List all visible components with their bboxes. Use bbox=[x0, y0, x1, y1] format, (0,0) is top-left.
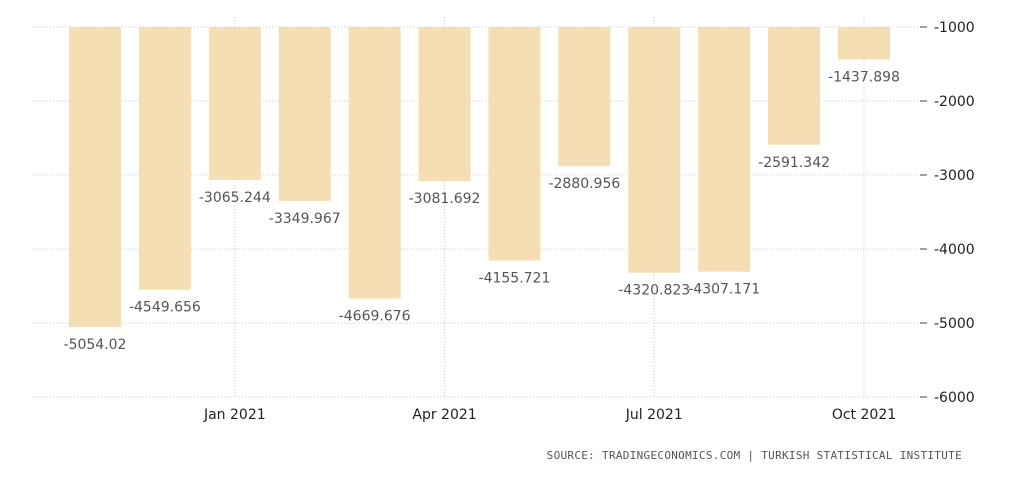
y-tick-label: -3000 bbox=[934, 168, 975, 184]
bar bbox=[348, 27, 401, 299]
data-labels: -5054.02 -4549.656 -3065.244 -3349.967 -4669… bbox=[64, 69, 900, 353]
bar bbox=[138, 27, 191, 290]
y-tick-label: -6000 bbox=[934, 390, 975, 406]
data-label: -3065.244 bbox=[199, 190, 271, 206]
data-label: -3081.692 bbox=[409, 191, 481, 207]
x-tick-label: Apr 2021 bbox=[412, 407, 476, 423]
bar bbox=[628, 27, 681, 273]
x-axis: Jan 2021 Apr 2021 Jul 2021 Oct 2021 bbox=[203, 407, 896, 423]
data-label: -3349.967 bbox=[269, 211, 341, 227]
data-label: -4155.721 bbox=[479, 271, 551, 287]
bar bbox=[208, 27, 261, 180]
bars bbox=[69, 27, 890, 327]
data-label: -2591.342 bbox=[758, 155, 830, 171]
bar bbox=[278, 27, 331, 201]
bar bbox=[768, 27, 821, 145]
y-tick-label: -4000 bbox=[934, 242, 975, 258]
data-label: -2880.956 bbox=[548, 176, 620, 192]
x-tick-label: Jan 2021 bbox=[203, 407, 266, 423]
bar bbox=[558, 27, 611, 167]
y-tick-label: -5000 bbox=[934, 316, 975, 332]
x-tick-label: Jul 2021 bbox=[625, 407, 683, 423]
data-label: -1437.898 bbox=[828, 69, 900, 85]
y-axis: -1000 -2000 -3000 -4000 -5000 -6000 bbox=[920, 20, 975, 406]
bar bbox=[488, 27, 541, 261]
bar bbox=[418, 27, 471, 182]
data-label: -5054.02 bbox=[64, 337, 127, 353]
x-tick-label: Oct 2021 bbox=[832, 407, 896, 423]
source-note: SOURCE: TRADINGECONOMICS.COM | TURKISH S… bbox=[546, 449, 962, 462]
bar bbox=[698, 27, 751, 272]
data-label: -4549.656 bbox=[129, 300, 201, 316]
y-tick-label: -2000 bbox=[934, 94, 975, 110]
y-tick-label: -1000 bbox=[934, 20, 975, 36]
data-label: -4307.171 bbox=[688, 282, 760, 298]
bar bbox=[69, 27, 121, 327]
data-label: -4320.823 bbox=[618, 283, 690, 299]
bar bbox=[838, 27, 890, 60]
data-label: -4669.676 bbox=[339, 309, 411, 325]
